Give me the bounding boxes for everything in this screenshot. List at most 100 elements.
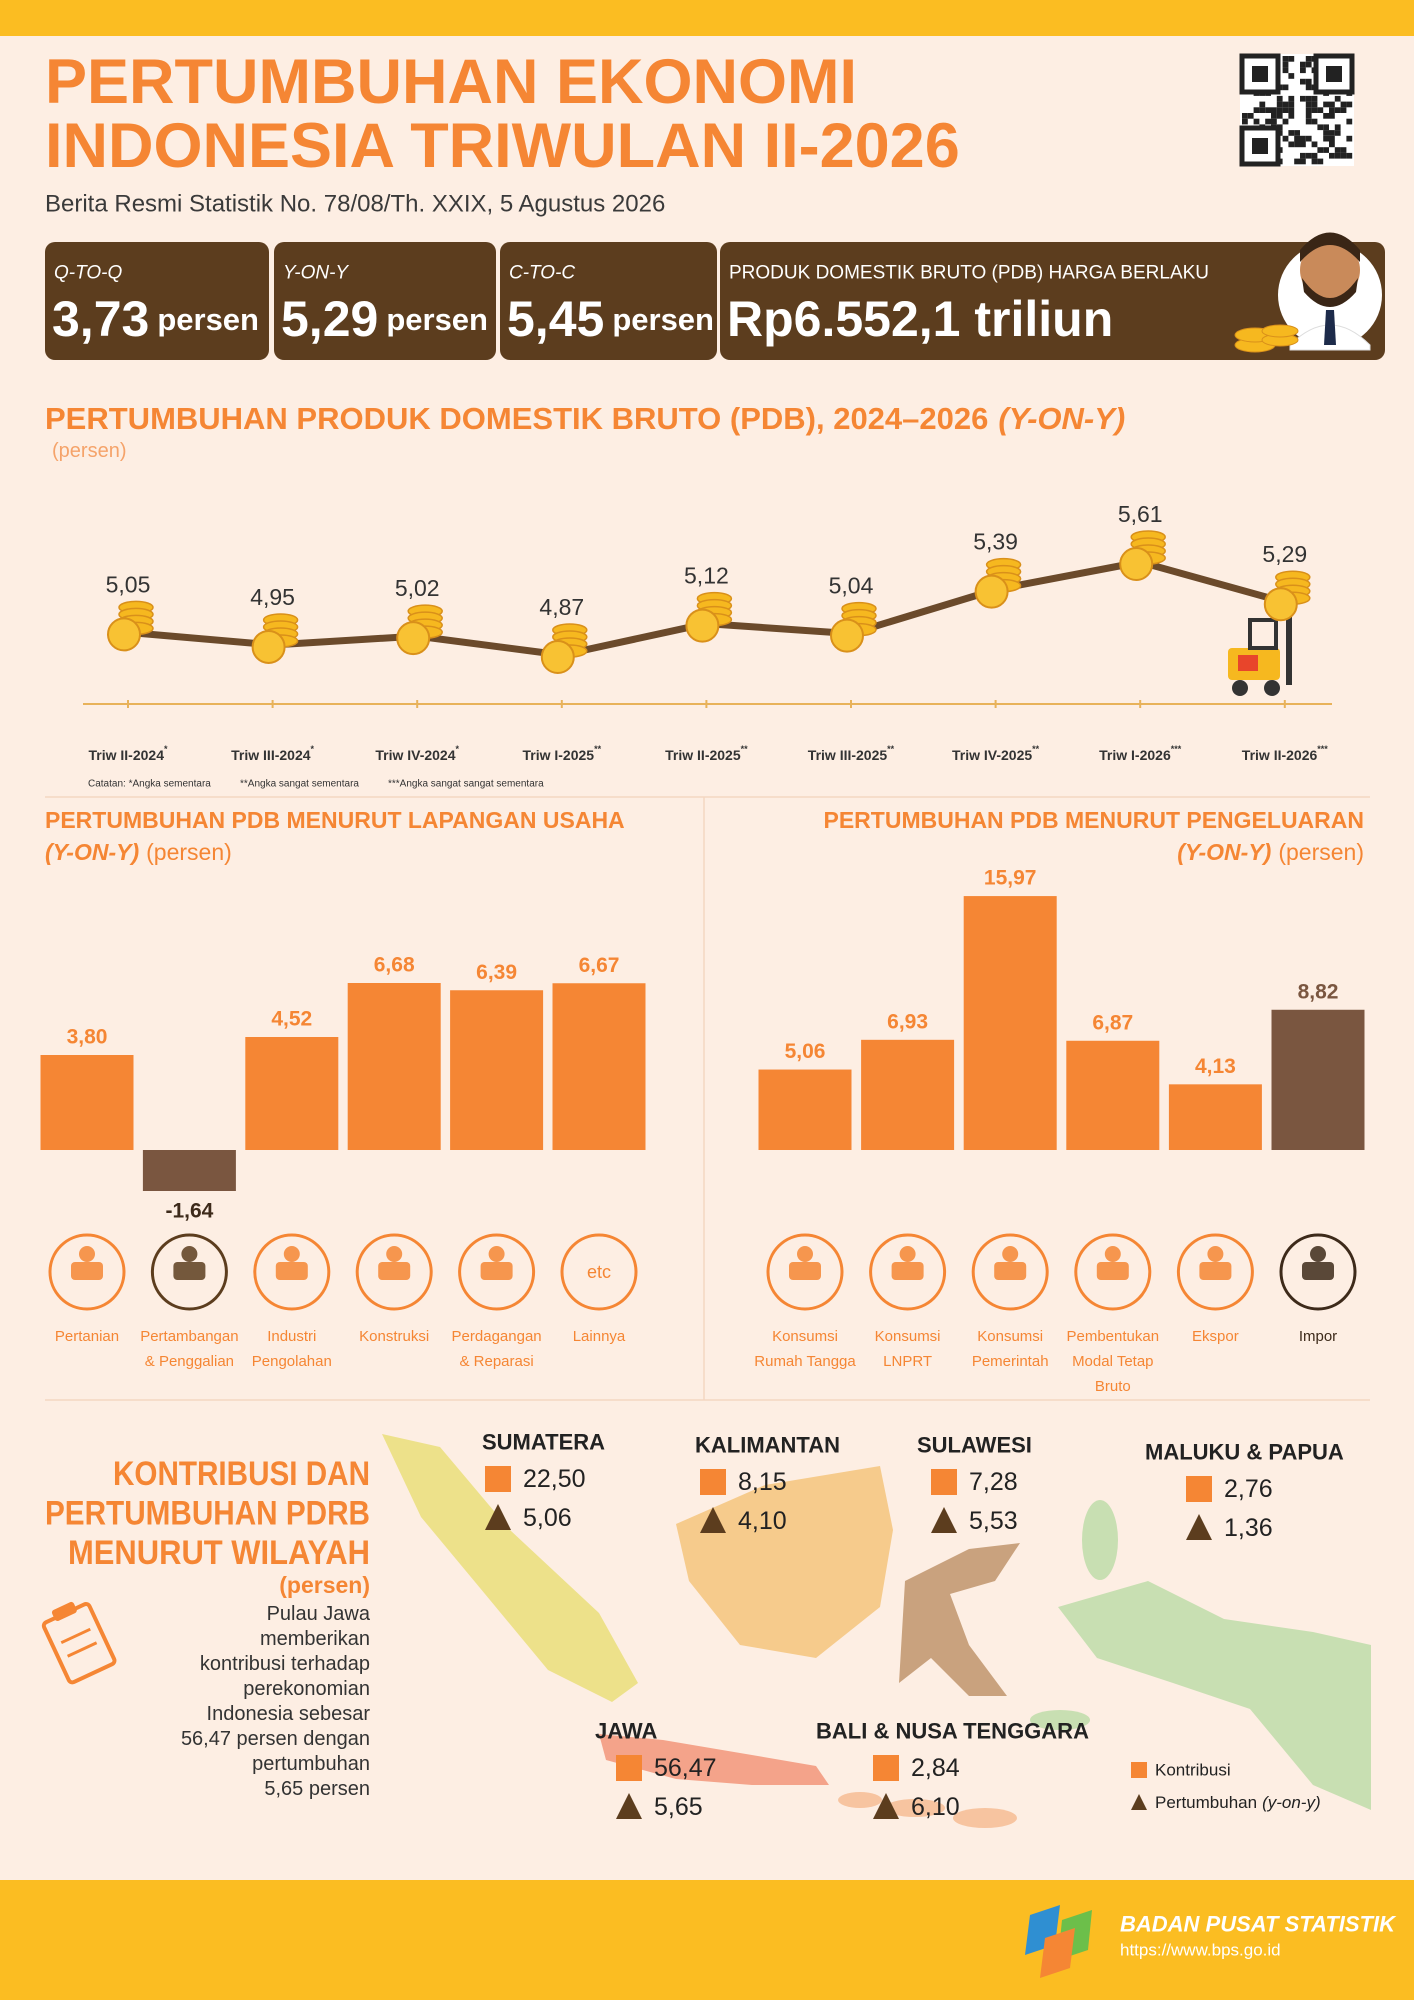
description-line: Pulau Jawa bbox=[267, 1603, 371, 1625]
icon-circle bbox=[253, 1233, 331, 1311]
category-label: Konsumsi Rumah Tangga bbox=[754, 1328, 856, 1370]
icon-glyph bbox=[1096, 1262, 1129, 1280]
island-sulawesi bbox=[899, 1543, 1020, 1696]
qr-cell bbox=[1334, 152, 1341, 159]
category-label: Pembentukan Modal Tetap Bruto bbox=[1066, 1328, 1160, 1395]
qr-cell bbox=[1288, 56, 1295, 62]
island-papua bbox=[1058, 1581, 1371, 1810]
growth-value: 4,10 bbox=[738, 1507, 787, 1535]
icon-circle bbox=[560, 1233, 638, 1311]
qr-cell bbox=[1300, 141, 1306, 148]
region-name: SUMATERA bbox=[482, 1430, 605, 1455]
chart-title: PERTUMBUHAN PDB MENURUT LAPANGAN USAHA bbox=[45, 807, 625, 833]
icon-glyph bbox=[891, 1262, 924, 1280]
qr-cell bbox=[1288, 130, 1295, 136]
qr-finder bbox=[1252, 138, 1268, 154]
contribution-value: 8,15 bbox=[738, 1468, 787, 1496]
highlight-label: C-TO-C bbox=[509, 263, 575, 284]
icon-glyph bbox=[899, 1246, 916, 1262]
description-line: Indonesia sebesar bbox=[207, 1703, 371, 1725]
bps-logo bbox=[1025, 1905, 1092, 1978]
category-name: Triw I-2025 bbox=[522, 747, 594, 763]
region-name: KALIMANTAN bbox=[695, 1433, 840, 1458]
category-label: Konsumsi LNPRT bbox=[874, 1328, 941, 1370]
coin bbox=[396, 621, 431, 656]
value-label: -1,64 bbox=[165, 1200, 213, 1223]
icon-glyph bbox=[1199, 1262, 1232, 1280]
growth-icon bbox=[931, 1507, 957, 1533]
footnote: **Angka sangat sementara bbox=[240, 779, 359, 790]
footer-name: BADAN PUSAT STATISTIK bbox=[1120, 1912, 1397, 1937]
icon-glyph bbox=[173, 1262, 206, 1280]
category-note: ** bbox=[887, 744, 895, 754]
icon-glyph bbox=[797, 1246, 813, 1262]
qr-cell bbox=[1305, 56, 1312, 62]
region-title: KONTRIBUSI DAN bbox=[113, 1455, 370, 1493]
qr-cell bbox=[1300, 135, 1306, 142]
qr-cell bbox=[1276, 95, 1283, 102]
bar bbox=[1271, 1009, 1365, 1150]
category-label: Konstruksi bbox=[359, 1328, 430, 1345]
icon-glyph bbox=[275, 1262, 308, 1280]
island-bali-nt bbox=[885, 1799, 945, 1817]
title-line: INDONESIA TRIWULAN II-2026 bbox=[45, 111, 960, 181]
qr-cell bbox=[1288, 107, 1295, 113]
category-label: Triw IV-2025** bbox=[952, 744, 1040, 763]
qr-cell bbox=[1323, 147, 1329, 153]
coin bbox=[107, 617, 141, 652]
qr-cell bbox=[1323, 124, 1329, 131]
category-label: Triw I-2026*** bbox=[1099, 744, 1182, 763]
qr-finder bbox=[1252, 66, 1268, 82]
qr-cell bbox=[1311, 141, 1318, 148]
subtitle: Berita Resmi Statistik No. 78/08/Th. XXI… bbox=[45, 191, 665, 218]
bar bbox=[347, 983, 441, 1150]
qr-cell bbox=[1334, 107, 1341, 113]
highlight-label: Y-ON-Y bbox=[283, 263, 349, 284]
island-kalimantan bbox=[676, 1466, 893, 1658]
qr-cell bbox=[1242, 113, 1248, 119]
title-emphasis: (Y-ON-Y) bbox=[998, 401, 1125, 436]
qr-code bbox=[1239, 53, 1355, 167]
qr-cell bbox=[1311, 158, 1318, 165]
category-label: Triw IV-2024* bbox=[375, 744, 459, 763]
qr-cell bbox=[1305, 135, 1312, 142]
qr-cell bbox=[1317, 147, 1324, 153]
category-note: ** bbox=[1032, 744, 1040, 754]
legend-label: Kontribusi bbox=[1155, 1761, 1231, 1780]
icon-glyph bbox=[1002, 1246, 1019, 1262]
forklift bbox=[1228, 615, 1292, 696]
coin bbox=[540, 640, 575, 674]
value-label: 6,87 bbox=[1092, 1011, 1133, 1034]
bar bbox=[142, 1150, 236, 1191]
coin bbox=[1119, 547, 1154, 581]
contribution-value: 56,47 bbox=[654, 1754, 717, 1782]
category-label: Triw II-2026*** bbox=[1242, 744, 1328, 763]
value-label: 5,29 bbox=[1262, 541, 1307, 567]
qr-cell bbox=[1305, 84, 1312, 91]
icon-glyph bbox=[1310, 1246, 1326, 1262]
region-unit: (persen) bbox=[279, 1572, 370, 1598]
qr-cell bbox=[1340, 101, 1347, 108]
qr-cell bbox=[1334, 130, 1341, 136]
value-label: 5,05 bbox=[106, 571, 151, 597]
qr-cell bbox=[1288, 101, 1295, 108]
qr-cell bbox=[1276, 101, 1283, 108]
value-label: 5,39 bbox=[973, 529, 1018, 555]
region-name: BALI & NUSA TENGGARA bbox=[816, 1719, 1089, 1744]
qr-cell bbox=[1305, 101, 1312, 108]
qr-cell bbox=[1282, 67, 1289, 74]
qr-cell bbox=[1271, 107, 1277, 113]
qr-cell bbox=[1294, 135, 1300, 142]
qr-cell bbox=[1282, 61, 1289, 68]
top-strip bbox=[0, 0, 1414, 36]
qr-cell bbox=[1346, 135, 1353, 142]
title-emphasis: (Y-ON-Y) bbox=[1177, 839, 1271, 865]
icon-circle bbox=[150, 1233, 228, 1311]
icon-glyph bbox=[480, 1262, 513, 1280]
icon-glyph bbox=[378, 1262, 411, 1280]
qr-cell bbox=[1305, 78, 1312, 85]
description-line: kontribusi terhadap bbox=[200, 1653, 370, 1675]
